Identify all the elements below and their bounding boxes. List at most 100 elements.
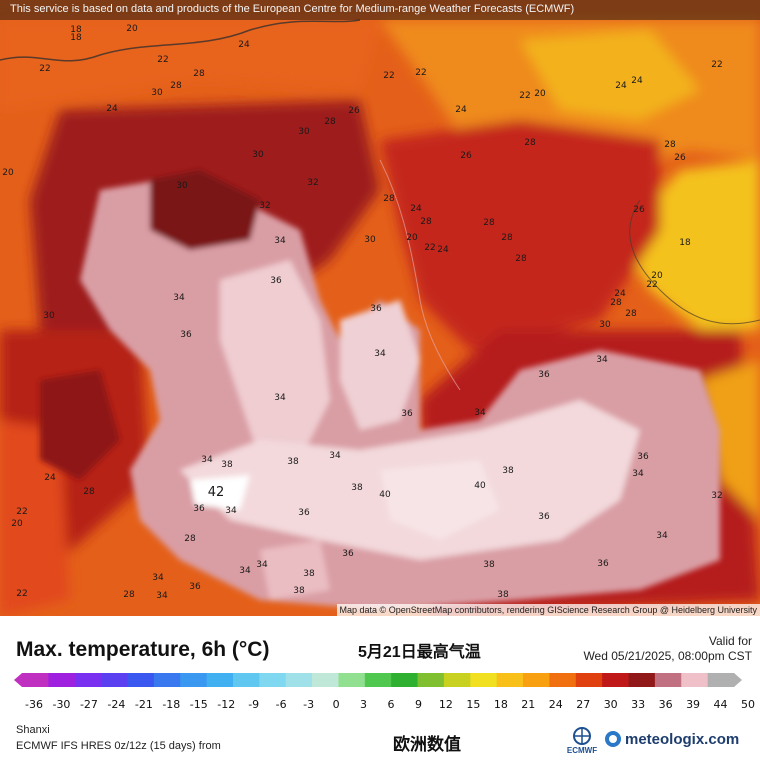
temperature-label: 24 xyxy=(455,105,467,115)
meteologix-drop-icon xyxy=(605,731,621,747)
temperature-label: 40 xyxy=(474,481,486,491)
temperature-label: 20 xyxy=(2,168,14,178)
meteologix-logo[interactable]: meteologix.com xyxy=(604,730,739,748)
temperature-label: 26 xyxy=(633,205,645,215)
scale-swatch xyxy=(22,673,49,687)
temperature-label: 30 xyxy=(364,235,376,245)
temperature-label: 38 xyxy=(293,586,305,596)
scale-swatch xyxy=(654,673,682,687)
temperature-label: 32 xyxy=(711,491,722,501)
temperature-label: 34 xyxy=(656,531,668,541)
temperature-label: 34 xyxy=(173,293,185,303)
banner-text: This service is based on data and produc… xyxy=(10,3,575,15)
scale-swatch xyxy=(443,673,471,687)
scale-swatch xyxy=(312,673,339,687)
map-title: Max. temperature, 6h (°C) xyxy=(16,638,270,661)
scale-arrow-left xyxy=(14,673,22,687)
temperature-label: 22 xyxy=(415,68,426,78)
scale-tick-label: 0 xyxy=(333,698,340,711)
scale-tick-label: -9 xyxy=(248,698,259,711)
temperature-label: 22 xyxy=(16,507,27,517)
map-attribution[interactable]: Map data © OpenStreetMap contributors, r… xyxy=(336,604,760,616)
scale-tick-label: 18 xyxy=(494,698,508,711)
temperature-label: 38 xyxy=(221,460,233,470)
temperature-label: 30 xyxy=(43,311,55,321)
ecmwf-logo[interactable]: ECMWF xyxy=(564,726,600,756)
temperature-label: 28 xyxy=(501,233,513,243)
scale-tick-label: -24 xyxy=(107,698,125,711)
temperature-label: 38 xyxy=(497,590,509,600)
temperature-label: 36 xyxy=(193,504,205,514)
temperature-label: 28 xyxy=(515,254,527,264)
scale-swatch xyxy=(496,673,524,687)
valid-time[interactable]: Wed 05/21/2025, 08:00pm CST xyxy=(583,649,752,663)
temperature-label: 34 xyxy=(374,349,386,359)
temperature-label: 28 xyxy=(420,217,432,227)
temperature-label: 38 xyxy=(483,560,495,570)
temperature-label: 22 xyxy=(39,64,50,74)
legend-footer: Max. temperature, 6h (°C) 5月21日最高气温 Vali… xyxy=(0,616,760,760)
temperature-label: 34 xyxy=(201,455,213,465)
temperature-label: 26 xyxy=(674,153,686,163)
temperature-label: 34 xyxy=(274,236,286,246)
province-boundary xyxy=(379,159,461,391)
temperature-label: 18 xyxy=(70,25,82,35)
temperature-label: 36 xyxy=(637,452,649,462)
scale-tick-label: -18 xyxy=(162,698,180,711)
scale-tick-label: -30 xyxy=(52,698,70,711)
brand-name: meteologix.com xyxy=(625,730,740,748)
map-title-cn: 5月21日最高气温 xyxy=(358,644,481,661)
scale-swatch xyxy=(470,673,498,687)
forecast-map[interactable]: 18 18 20 24 22 22 28 30 28 22 22 22 20 22 24 24 24 24 26 28… xyxy=(0,0,760,616)
temperature-label: 30 xyxy=(151,88,163,98)
scale-tick-label: 50 xyxy=(741,698,755,711)
scale-swatch xyxy=(101,673,128,687)
temperature-label: 24 xyxy=(410,204,422,214)
temperature-label: 36 xyxy=(298,508,310,518)
temperature-label: 36 xyxy=(370,304,382,314)
scale-swatch xyxy=(549,673,577,687)
temperature-label: 36 xyxy=(270,276,282,286)
temperature-label: 28 xyxy=(324,117,336,127)
temperature-label: 34 xyxy=(239,566,251,576)
model-run[interactable]: ECMWF IFS HRES 0z/12z (15 days) from xyxy=(16,740,221,752)
scale-tick-label: -6 xyxy=(276,698,287,711)
scale-swatch xyxy=(232,673,260,687)
scale-tick-label: -36 xyxy=(25,698,43,711)
temperature-label: 30 xyxy=(176,181,188,191)
province-boundary-east xyxy=(629,199,760,325)
temperature-label: 34 xyxy=(225,506,237,516)
temperature-label: 28 xyxy=(184,534,196,544)
scale-tick-label: 3 xyxy=(360,698,367,711)
temperature-label: 22 xyxy=(383,71,394,81)
scale-tick-label: 15 xyxy=(466,698,480,711)
scale-tick-label: -15 xyxy=(190,698,208,711)
ecmwf-label: ECMWF xyxy=(566,746,598,755)
ecmwf-globe-icon xyxy=(573,727,591,745)
temperature-label: 40 xyxy=(379,490,391,500)
temperature-label: 30 xyxy=(599,320,611,330)
temperature-label: 38 xyxy=(502,466,514,476)
temperature-label: 26 xyxy=(348,106,360,116)
scale-tick-label: 6 xyxy=(388,698,395,711)
scale-tick-label: 24 xyxy=(549,698,563,711)
scale-tick-label: -12 xyxy=(217,698,235,711)
temperature-label: 38 xyxy=(303,569,315,579)
temperature-label: 28 xyxy=(170,81,182,91)
scale-tick-label: 39 xyxy=(686,698,700,711)
data-source-cn: 欧洲数值 xyxy=(393,735,461,754)
temperature-label: 34 xyxy=(632,469,644,479)
temperature-label: 22 xyxy=(424,243,435,253)
temperature-label: 24 xyxy=(106,104,118,114)
temperature-label: 22 xyxy=(711,60,722,70)
region-name: Shanxi xyxy=(16,724,50,736)
valid-label: Valid for xyxy=(708,634,752,648)
scale-tick-label: 12 xyxy=(439,698,453,711)
scale-tick-label: 21 xyxy=(521,698,535,711)
scale-swatch xyxy=(364,673,392,687)
scale-swatch xyxy=(338,673,366,687)
scale-arrow-right xyxy=(734,673,742,687)
scale-tick-label: 36 xyxy=(659,698,673,711)
